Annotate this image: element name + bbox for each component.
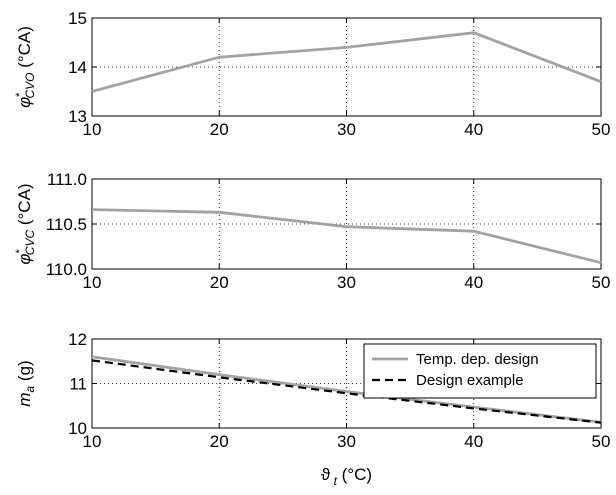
legend-box — [363, 343, 597, 399]
y-tick-label: 110.0 — [46, 260, 87, 279]
x-tick-label: 40 — [464, 120, 483, 139]
x-tick-label: 30 — [337, 120, 356, 139]
legend-label-2: Design example — [416, 372, 524, 389]
x-tick-label: 10 — [83, 120, 102, 139]
legend-label-1: Temp. dep. design — [416, 351, 539, 368]
y-tick-label: 11 — [69, 375, 87, 394]
subplot-3: 10 20 30 40 50 10 11 12 ma (g) ϑ t (°C) Temp. dep.… — [15, 330, 610, 488]
y-axis-label: φ*CVC (°CA) — [14, 183, 37, 264]
subplot-2: 10 20 30 40 50 110.0 110.5 111.0 φ*CVC (°CA) — [14, 170, 610, 292]
series-line-2 — [91, 359, 602, 424]
y-tick-label: 10 — [68, 419, 87, 438]
y-tick-label: 15 — [68, 9, 87, 28]
x-tick-label: 30 — [337, 432, 356, 451]
y-tick-label: 14 — [68, 58, 87, 77]
x-tick-label: 20 — [210, 273, 229, 292]
legend: Temp. dep. design Design example — [363, 343, 597, 399]
y-tick-label: 13 — [68, 107, 87, 126]
series-line-1 — [91, 208, 602, 265]
subplot-1: 10 20 30 40 50 13 14 15 φ*CVO (°CA) — [14, 9, 610, 139]
y-tick-label: 111.0 — [47, 170, 87, 189]
x-tick-label: 50 — [592, 432, 611, 451]
y-axis-label: φ*CVO (°CA) — [14, 26, 37, 108]
y-axis-label: ma (g) — [15, 360, 37, 406]
x-tick-label: 10 — [83, 432, 102, 451]
series-line-1 — [91, 31, 602, 93]
x-tick-label: 50 — [592, 120, 611, 139]
x-tick-label: 20 — [210, 120, 229, 139]
y-tick-label: 12 — [68, 330, 87, 349]
x-axis-label: ϑ t (°C) — [321, 465, 372, 488]
x-tick-label: 30 — [337, 273, 356, 292]
series-line-1 — [91, 355, 602, 424]
x-tick-label: 20 — [210, 432, 229, 451]
x-tick-label: 50 — [592, 273, 611, 292]
y-tick-label: 110.5 — [46, 215, 87, 234]
x-tick-label: 10 — [83, 273, 102, 292]
x-tick-label: 40 — [464, 273, 483, 292]
x-tick-label: 40 — [464, 432, 483, 451]
